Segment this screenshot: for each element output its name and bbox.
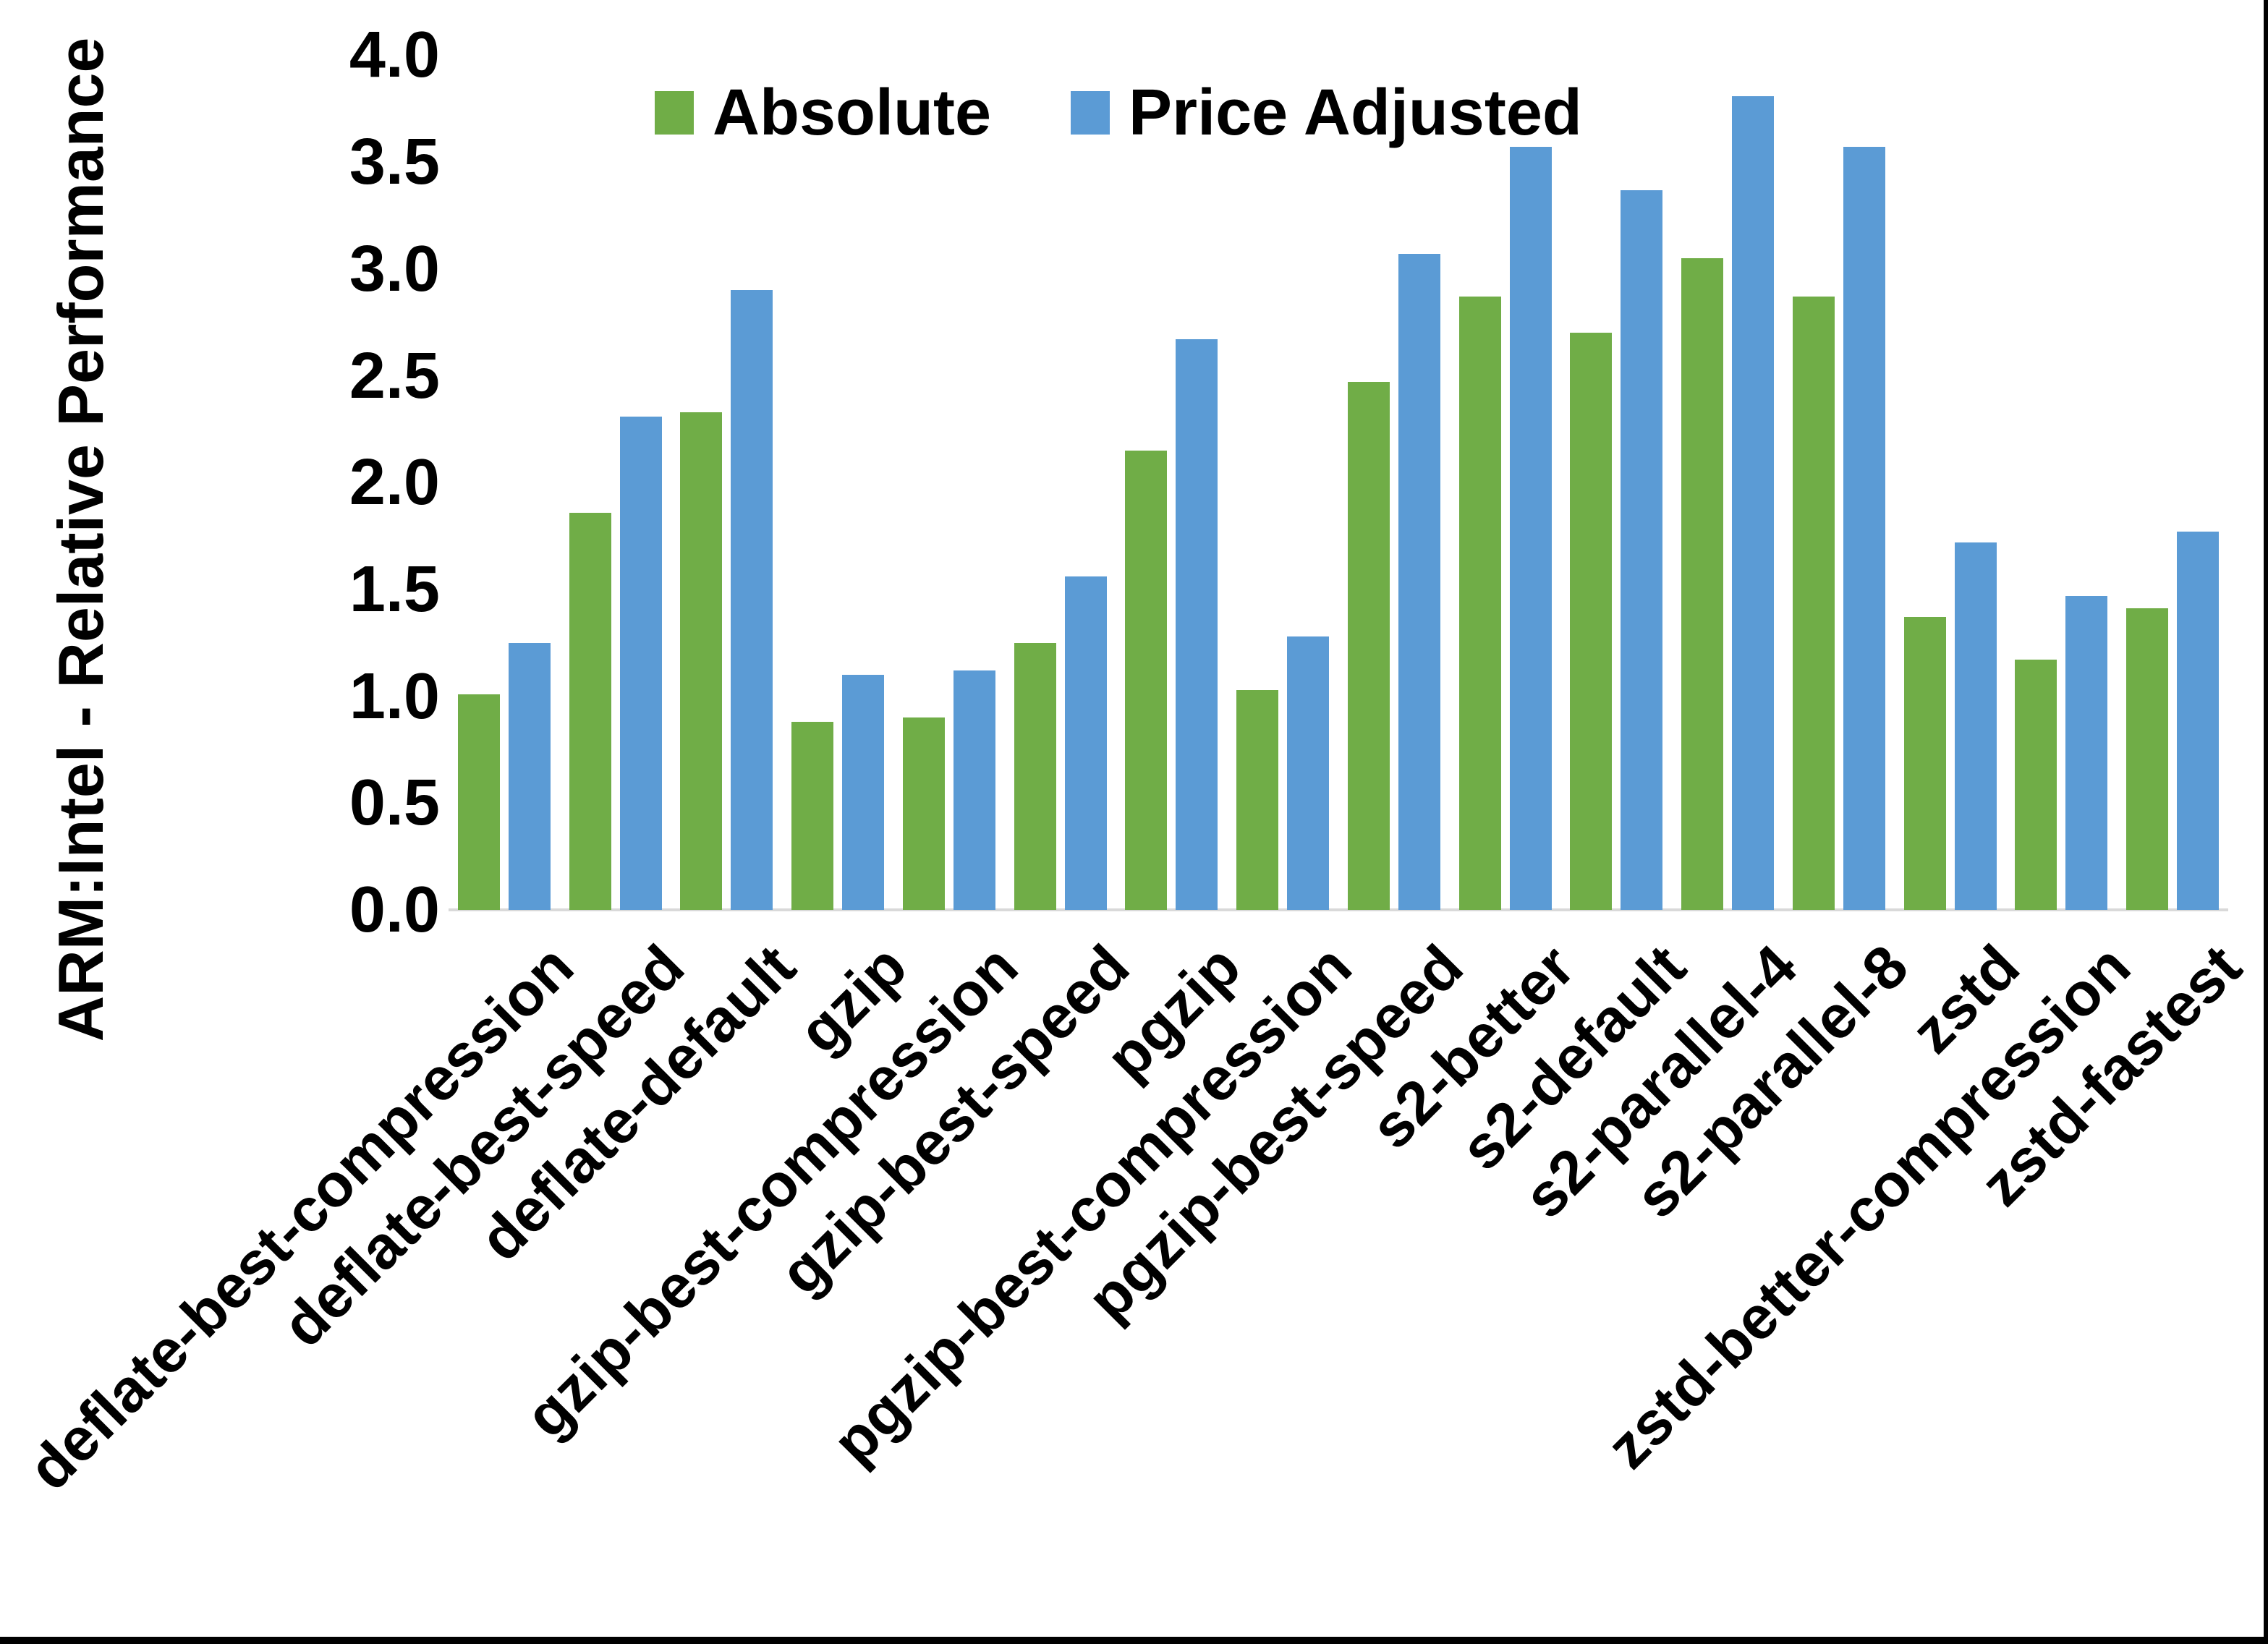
legend: Absolute Price Adjusted bbox=[655, 69, 1582, 156]
bar-price-adjusted bbox=[1732, 96, 1774, 910]
y-tick-label: 3.5 bbox=[349, 126, 440, 199]
legend-label-absolute: Absolute bbox=[713, 77, 992, 149]
bar-price-adjusted bbox=[1287, 636, 1329, 910]
bar-absolute bbox=[680, 412, 722, 910]
bar-absolute bbox=[1459, 297, 1501, 910]
legend-swatch-absolute bbox=[655, 91, 694, 135]
bar-absolute bbox=[1570, 333, 1612, 910]
y-tick-label: 3.0 bbox=[349, 232, 440, 305]
bar-absolute bbox=[1681, 258, 1723, 910]
bar-absolute bbox=[1904, 617, 1946, 910]
y-tick-label: 0.5 bbox=[349, 767, 440, 840]
bar-price-adjusted bbox=[1843, 147, 1885, 910]
bar-absolute bbox=[903, 717, 945, 910]
bar-price-adjusted bbox=[1955, 542, 1997, 910]
bar-price-adjusted bbox=[2177, 532, 2219, 910]
y-tick-label: 0.0 bbox=[349, 874, 440, 946]
bar-price-adjusted bbox=[1176, 339, 1218, 910]
bar-price-adjusted bbox=[509, 643, 551, 910]
bar-price-adjusted bbox=[731, 290, 773, 910]
y-tick-label: 2.0 bbox=[349, 446, 440, 519]
bar-absolute bbox=[791, 722, 833, 910]
bar-absolute bbox=[569, 513, 611, 910]
screenshot-bottom-border bbox=[0, 1637, 2268, 1644]
y-tick-label: 1.0 bbox=[349, 660, 440, 733]
legend-item-price-adjusted: Price Adjusted bbox=[1071, 80, 1582, 145]
legend-item-absolute: Absolute bbox=[655, 80, 991, 145]
bar-price-adjusted bbox=[1065, 576, 1107, 910]
bar-absolute bbox=[2015, 660, 2057, 910]
bar-price-adjusted bbox=[842, 675, 884, 910]
bar-absolute bbox=[2126, 608, 2168, 910]
x-axis-line bbox=[449, 908, 2228, 911]
legend-swatch-price-adjusted bbox=[1071, 91, 1110, 135]
y-tick-label: 4.0 bbox=[349, 19, 440, 92]
bar-price-adjusted bbox=[954, 670, 995, 910]
screenshot-right-border bbox=[2264, 0, 2268, 1644]
legend-label-price-adjusted: Price Adjusted bbox=[1129, 77, 1582, 149]
bar-absolute bbox=[1236, 690, 1278, 910]
y-tick-label: 2.5 bbox=[349, 339, 440, 412]
bar-price-adjusted bbox=[1398, 254, 1440, 910]
bar-absolute bbox=[458, 694, 500, 910]
bar-absolute bbox=[1348, 382, 1390, 910]
bar-absolute bbox=[1014, 643, 1056, 910]
y-tick-label: 1.5 bbox=[349, 553, 440, 626]
bar-absolute bbox=[1793, 297, 1835, 910]
bar-price-adjusted bbox=[1621, 190, 1662, 910]
bar-absolute bbox=[1125, 451, 1167, 910]
bar-price-adjusted bbox=[2065, 596, 2107, 910]
bar-price-adjusted bbox=[1510, 147, 1552, 910]
bar-price-adjusted bbox=[620, 417, 662, 910]
